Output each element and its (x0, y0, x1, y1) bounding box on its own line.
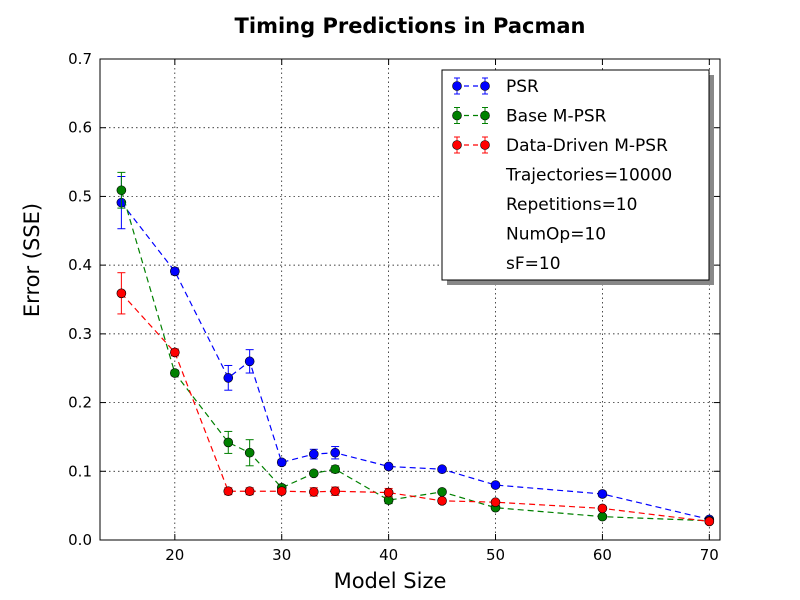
x-axis-label: Model Size (334, 569, 447, 593)
series-line-1 (120, 190, 710, 522)
data-point (308, 468, 319, 479)
chart-title: Timing Predictions in Pacman (234, 14, 586, 38)
y-tick-label: 0.5 (68, 187, 92, 205)
legend-box (441, 69, 710, 281)
x-tick-label: 50 (486, 546, 505, 564)
series-line-0 (120, 202, 710, 520)
data-point (116, 185, 127, 196)
y-tick-label: 0.1 (68, 462, 92, 480)
legend-label: PSR (506, 77, 539, 97)
legend-marker (480, 110, 490, 121)
data-point (244, 356, 255, 367)
y-tick-label: 0.6 (68, 119, 92, 137)
legend-annotation: sF=10 (506, 254, 561, 274)
y-tick-label: 0.4 (68, 256, 92, 274)
data-point (490, 480, 501, 490)
data-point (170, 347, 180, 358)
data-point (383, 461, 394, 472)
data-point (223, 486, 234, 497)
data-point (437, 496, 447, 506)
series-layer (116, 171, 715, 527)
legend-annotation: NumOp=10 (506, 225, 606, 245)
y-axis-label: Error (SSE) (20, 203, 44, 317)
data-point (244, 486, 255, 497)
data-point (308, 487, 319, 497)
data-point (597, 511, 608, 522)
ticks: 20 30 40 50 60 70 0.0 0.1 0.2 0.3 0.4 0.5 0.6 0.7 (68, 50, 720, 564)
y-tick-label: 0.0 (68, 531, 92, 549)
data-point (490, 497, 501, 508)
x-tick-label: 60 (593, 546, 612, 564)
data-point (597, 503, 608, 514)
plot-frame (99, 58, 721, 541)
data-point (330, 447, 340, 458)
data-point (244, 447, 255, 458)
legend-label: Base M-PSR (506, 107, 607, 127)
data-point (223, 373, 234, 383)
legend-annotation: Repetitions=10 (506, 195, 637, 215)
data-point (276, 457, 287, 468)
x-tick-label: 70 (700, 546, 719, 564)
data-point (704, 516, 715, 527)
data-point (437, 464, 447, 475)
data-point (170, 266, 180, 277)
x-tick-label: 30 (272, 546, 291, 564)
legend-marker (452, 81, 462, 91)
data-point (276, 486, 287, 497)
data-point (330, 464, 340, 475)
data-point (116, 288, 127, 299)
legend: PSR Base M-PSR Data-Driven M-PSR Trajectori… (441, 69, 714, 285)
data-point (597, 489, 608, 499)
legend-marker (480, 81, 490, 91)
data-point (383, 487, 394, 498)
data-point (330, 486, 340, 497)
y-tick-label: 0.3 (68, 325, 92, 343)
data-point (170, 368, 180, 378)
legend-marker (480, 140, 490, 150)
legend-label: Data-Driven M-PSR (506, 136, 668, 156)
y-tick-label: 0.7 (68, 50, 92, 68)
x-tick-label: 40 (379, 546, 398, 564)
legend-marker (452, 110, 462, 121)
data-point (437, 487, 447, 497)
legend-annotation: Trajectories=10000 (505, 166, 672, 186)
data-point (223, 437, 234, 448)
y-tick-label: 0.2 (68, 394, 92, 412)
x-tick-label: 20 (165, 546, 184, 564)
series-line-2 (120, 292, 710, 523)
data-point (308, 449, 319, 459)
legend-marker (452, 140, 462, 150)
